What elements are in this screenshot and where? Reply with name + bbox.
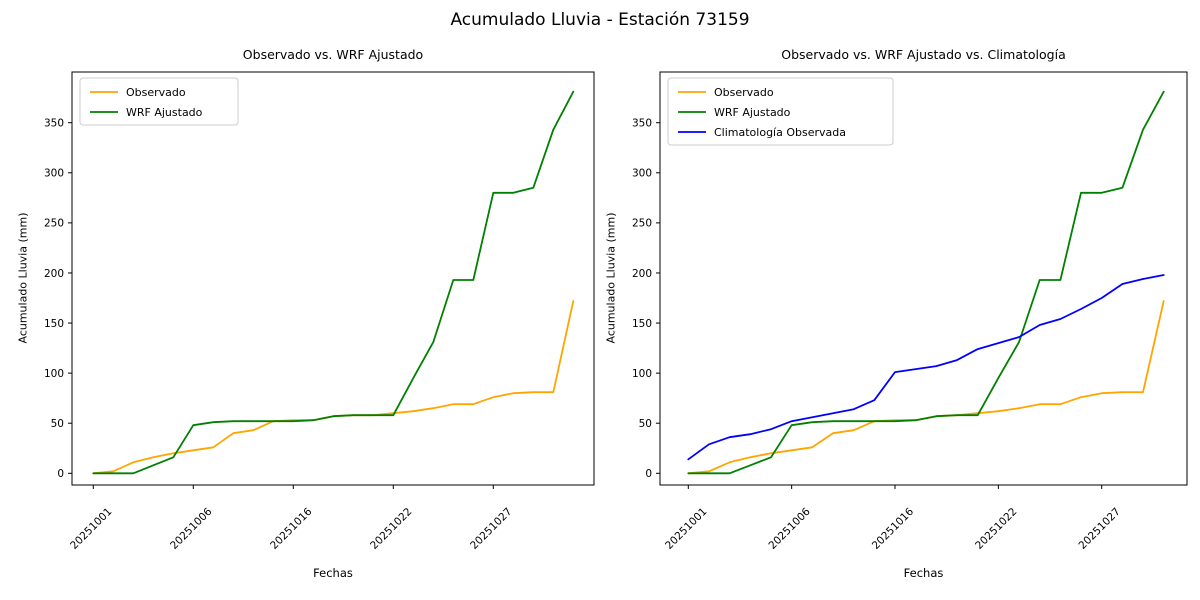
right-plot-title: Observado vs. WRF Ajustado vs. Climatolo… xyxy=(781,47,1066,62)
y-tick-label: 300 xyxy=(632,168,652,180)
axes-frame-0 xyxy=(71,71,595,486)
line-climatologia-observada xyxy=(687,274,1165,461)
line-observado xyxy=(92,300,575,475)
legend-box-1 xyxy=(667,77,894,146)
x-tick-label: 20251016 xyxy=(870,505,917,552)
y-tick-label: 350 xyxy=(632,118,652,130)
line-wrf-ajustado xyxy=(687,90,1165,475)
y-tick-label: 0 xyxy=(57,468,64,480)
left-x-axis-label: Fechas xyxy=(313,566,353,580)
x-tick-label: 20251001 xyxy=(663,506,709,552)
y-tick-label: 150 xyxy=(632,318,652,330)
legend-box-0 xyxy=(79,77,239,126)
x-tick-label: 20251016 xyxy=(268,505,315,552)
x-tick-label: 20251001 xyxy=(68,506,114,552)
x-tick-label: 20251022 xyxy=(368,506,414,552)
legend-label-observado: Observado xyxy=(714,86,774,99)
figure-title: Acumulado Lluvia - Estación 73159 xyxy=(450,10,750,30)
y-tick-label: 50 xyxy=(639,418,652,430)
y-tick-label: 250 xyxy=(632,218,652,230)
x-tick-label: 20251006 xyxy=(766,505,813,552)
x-tick-label: 20251006 xyxy=(168,505,215,552)
legend-label-climatologia-observada: Climatología Observada xyxy=(714,126,846,139)
y-tick-label: 100 xyxy=(44,368,64,380)
right-x-axis-label: Fechas xyxy=(903,566,944,580)
y-tick-label: 200 xyxy=(44,268,64,280)
y-tick-label: 350 xyxy=(44,118,64,130)
line-wrf-ajustado xyxy=(92,90,575,475)
left-plot-title: Observado vs. WRF Ajustado xyxy=(242,47,424,62)
axes-frame-1 xyxy=(659,71,1188,486)
y-tick-label: 250 xyxy=(44,218,64,230)
y-tick-label: 0 xyxy=(645,468,652,480)
y-tick-label: 100 xyxy=(632,368,652,380)
x-tick-label: 20251027 xyxy=(468,506,514,552)
x-tick-label: 20251022 xyxy=(973,506,1019,552)
legend-label-wrf-ajustado: WRF Ajustado xyxy=(126,106,203,119)
legend-label-wrf-ajustado: WRF Ajustado xyxy=(714,106,791,119)
x-tick-label: 20251027 xyxy=(1077,506,1123,552)
line-observado xyxy=(687,300,1165,475)
y-tick-label: 300 xyxy=(44,168,64,180)
legend-label-observado: Observado xyxy=(126,86,186,99)
y-tick-label: 200 xyxy=(632,268,652,280)
y-tick-label: 150 xyxy=(44,318,64,330)
y-tick-label: 50 xyxy=(51,418,64,430)
